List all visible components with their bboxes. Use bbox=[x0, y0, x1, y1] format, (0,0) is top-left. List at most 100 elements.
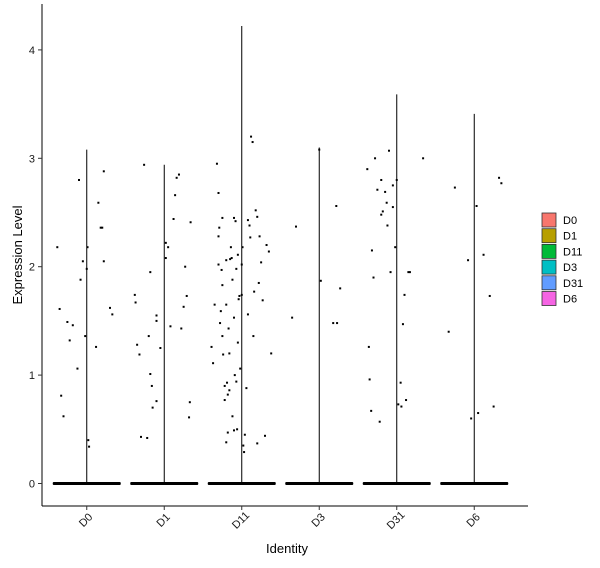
data-point bbox=[230, 257, 233, 260]
data-point bbox=[177, 173, 180, 176]
violin-D3 bbox=[285, 147, 354, 485]
data-point bbox=[159, 347, 162, 349]
data-point bbox=[366, 168, 369, 171]
data-point bbox=[234, 220, 237, 223]
data-point bbox=[229, 246, 232, 249]
data-point bbox=[219, 310, 222, 313]
data-point bbox=[215, 162, 218, 165]
data-point bbox=[149, 271, 152, 274]
data-point bbox=[222, 353, 225, 356]
data-point bbox=[241, 246, 244, 249]
data-point bbox=[256, 215, 259, 218]
data-point bbox=[389, 271, 392, 274]
data-point bbox=[149, 373, 152, 376]
x-tick-label: D3 bbox=[309, 511, 327, 529]
legend-label-D11: D11 bbox=[563, 246, 582, 258]
data-point bbox=[394, 246, 397, 249]
data-point bbox=[470, 417, 473, 420]
data-point bbox=[250, 135, 253, 138]
data-point bbox=[218, 226, 221, 229]
zero-point-band bbox=[52, 482, 121, 485]
data-point bbox=[235, 380, 238, 383]
data-point bbox=[258, 235, 261, 238]
data-point bbox=[84, 335, 87, 338]
data-point bbox=[225, 259, 228, 262]
data-point bbox=[500, 182, 503, 185]
data-point bbox=[380, 178, 383, 181]
data-point bbox=[151, 406, 154, 409]
legend: D0 D1 D11 D3 D31 D6 bbox=[541, 212, 583, 306]
data-point bbox=[225, 303, 228, 306]
data-point bbox=[391, 206, 394, 209]
legend-swatch-D11 bbox=[541, 243, 557, 259]
data-point bbox=[231, 278, 234, 281]
data-point bbox=[236, 341, 239, 344]
y-tick-label: 2 bbox=[29, 262, 35, 274]
zero-point-band bbox=[362, 482, 431, 485]
data-point bbox=[384, 190, 387, 193]
data-point bbox=[236, 253, 239, 256]
data-point bbox=[498, 176, 501, 179]
data-point bbox=[188, 401, 191, 404]
data-point bbox=[147, 335, 150, 338]
legend-swatch-D0 bbox=[541, 212, 557, 228]
data-point bbox=[391, 184, 394, 187]
data-point bbox=[482, 253, 485, 256]
data-point bbox=[150, 384, 153, 387]
data-point bbox=[335, 204, 338, 207]
data-point bbox=[395, 178, 398, 181]
data-point bbox=[185, 294, 188, 297]
data-point bbox=[217, 235, 220, 238]
zero-point-band bbox=[130, 482, 199, 485]
data-point bbox=[399, 381, 402, 384]
data-point bbox=[318, 148, 321, 151]
data-point bbox=[242, 444, 245, 447]
data-point bbox=[136, 343, 139, 346]
data-point bbox=[184, 265, 187, 268]
legend-label-D31: D31 bbox=[563, 278, 583, 290]
data-point bbox=[220, 268, 223, 271]
data-point bbox=[217, 191, 220, 194]
x-tick-label: D6 bbox=[464, 511, 482, 529]
data-point bbox=[66, 320, 69, 323]
zero-point-band bbox=[440, 482, 509, 485]
data-point bbox=[386, 224, 389, 227]
data-point bbox=[182, 305, 185, 308]
data-point bbox=[252, 335, 255, 338]
data-point bbox=[95, 345, 98, 348]
axes: 0 1 2 3 4 D0 D1 D11 D3 D31 D6 bbox=[29, 4, 528, 532]
data-point bbox=[253, 290, 256, 293]
data-point bbox=[143, 163, 146, 166]
data-point bbox=[248, 224, 251, 227]
data-point bbox=[225, 441, 228, 444]
legend-swatch-D1 bbox=[541, 228, 557, 244]
data-point bbox=[111, 313, 114, 316]
data-point bbox=[447, 330, 450, 333]
legend-label-D3: D3 bbox=[563, 262, 577, 274]
y-tick-label: 3 bbox=[29, 153, 35, 165]
data-point bbox=[226, 431, 229, 434]
data-point bbox=[85, 267, 88, 270]
data-point bbox=[385, 201, 388, 204]
data-point bbox=[251, 141, 254, 144]
data-point bbox=[367, 345, 370, 348]
data-point bbox=[212, 362, 215, 365]
data-point bbox=[229, 258, 232, 261]
y-tick-label: 0 bbox=[29, 479, 35, 491]
data-point bbox=[78, 178, 80, 181]
data-point bbox=[240, 263, 243, 266]
violin-D11 bbox=[207, 26, 276, 485]
data-point bbox=[245, 387, 248, 390]
data-point bbox=[422, 157, 425, 160]
y-tick-label: 4 bbox=[29, 45, 35, 57]
legend-swatch-D3 bbox=[541, 259, 557, 275]
data-point bbox=[260, 261, 263, 264]
data-point bbox=[368, 378, 371, 381]
data-point bbox=[475, 204, 478, 207]
data-point bbox=[400, 405, 403, 408]
data-point bbox=[339, 287, 342, 290]
data-point bbox=[210, 345, 213, 348]
data-point bbox=[233, 429, 235, 432]
data-point bbox=[175, 176, 178, 179]
data-point bbox=[233, 374, 236, 377]
